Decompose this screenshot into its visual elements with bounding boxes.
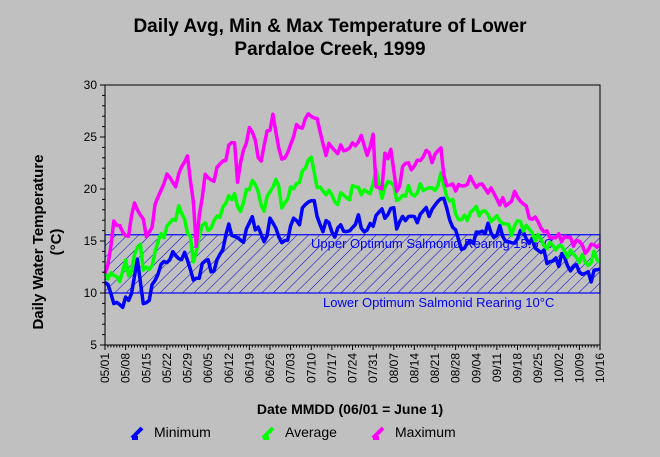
x-tick-label: 07/10 [304, 353, 318, 383]
x-tick-label: 08/07 [387, 353, 401, 383]
legend: Minimum Average Maximum [0, 422, 660, 442]
chart-title: Daily Avg, Min & Max Temperature of Lowe… [133, 16, 527, 37]
y-tick-label: 10 [84, 286, 98, 300]
x-tick-label: 08/21 [428, 353, 442, 383]
x-tick-label: 07/17 [325, 353, 339, 383]
x-tick-label: 08/14 [407, 353, 421, 383]
legend-swatch-average [261, 426, 275, 440]
x-tick-label: 06/19 [242, 353, 256, 383]
y-tick-label: 30 [84, 78, 98, 92]
legend-label-average: Average [285, 424, 337, 440]
x-tick-label: 05/08 [119, 353, 133, 383]
x-tick-label: 06/26 [263, 353, 277, 383]
x-tick-label: 05/29 [181, 353, 195, 383]
x-tick-label: 09/18 [511, 353, 525, 383]
x-tick-label: 08/28 [449, 353, 463, 383]
x-tick-label: 06/12 [222, 353, 236, 383]
x-tick-label: 07/03 [284, 353, 298, 383]
legend-swatch-maximum [371, 426, 385, 440]
x-tick-label: 05/15 [139, 353, 153, 383]
chart-subtitle: Pardaloe Creek, 1999 [234, 39, 426, 60]
y-tick-label: 25 [84, 130, 98, 144]
plot-area [105, 85, 600, 345]
y-tick-label: 20 [84, 182, 98, 196]
x-tick-label: 09/04 [469, 353, 483, 383]
upper-optimum-label: Upper Optimum Salmonid Rearing 15.6°C [311, 236, 553, 251]
x-tick-label: 10/16 [593, 353, 607, 383]
x-tick-label: 10/09 [572, 353, 586, 383]
series-line-minimum [104, 196, 601, 310]
y-tick-label: 5 [90, 338, 97, 352]
legend-label-maximum: Maximum [395, 424, 456, 440]
series-line-maximum [103, 112, 602, 275]
legend-label-minimum: Minimum [154, 424, 211, 440]
lower-optimum-label: Lower Optimum Salmonid Rearing 10°C [323, 295, 554, 310]
x-tick-label: 09/25 [531, 353, 545, 383]
x-tick-label: 10/02 [552, 353, 566, 383]
series-line-average [103, 155, 601, 284]
x-axis-label: Date MMDD (06/01 = June 1) [256, 401, 444, 417]
legend-swatch-minimum [130, 426, 144, 440]
x-tick-label: 07/31 [366, 353, 380, 383]
x-tick-label: 06/05 [201, 353, 215, 383]
x-tick-label: 05/01 [98, 353, 112, 383]
x-tick-label: 07/24 [346, 353, 360, 383]
x-tick-label: 09/11 [490, 353, 504, 382]
y-tick-label: 15 [84, 234, 98, 248]
x-tick-label: 05/22 [160, 353, 174, 383]
